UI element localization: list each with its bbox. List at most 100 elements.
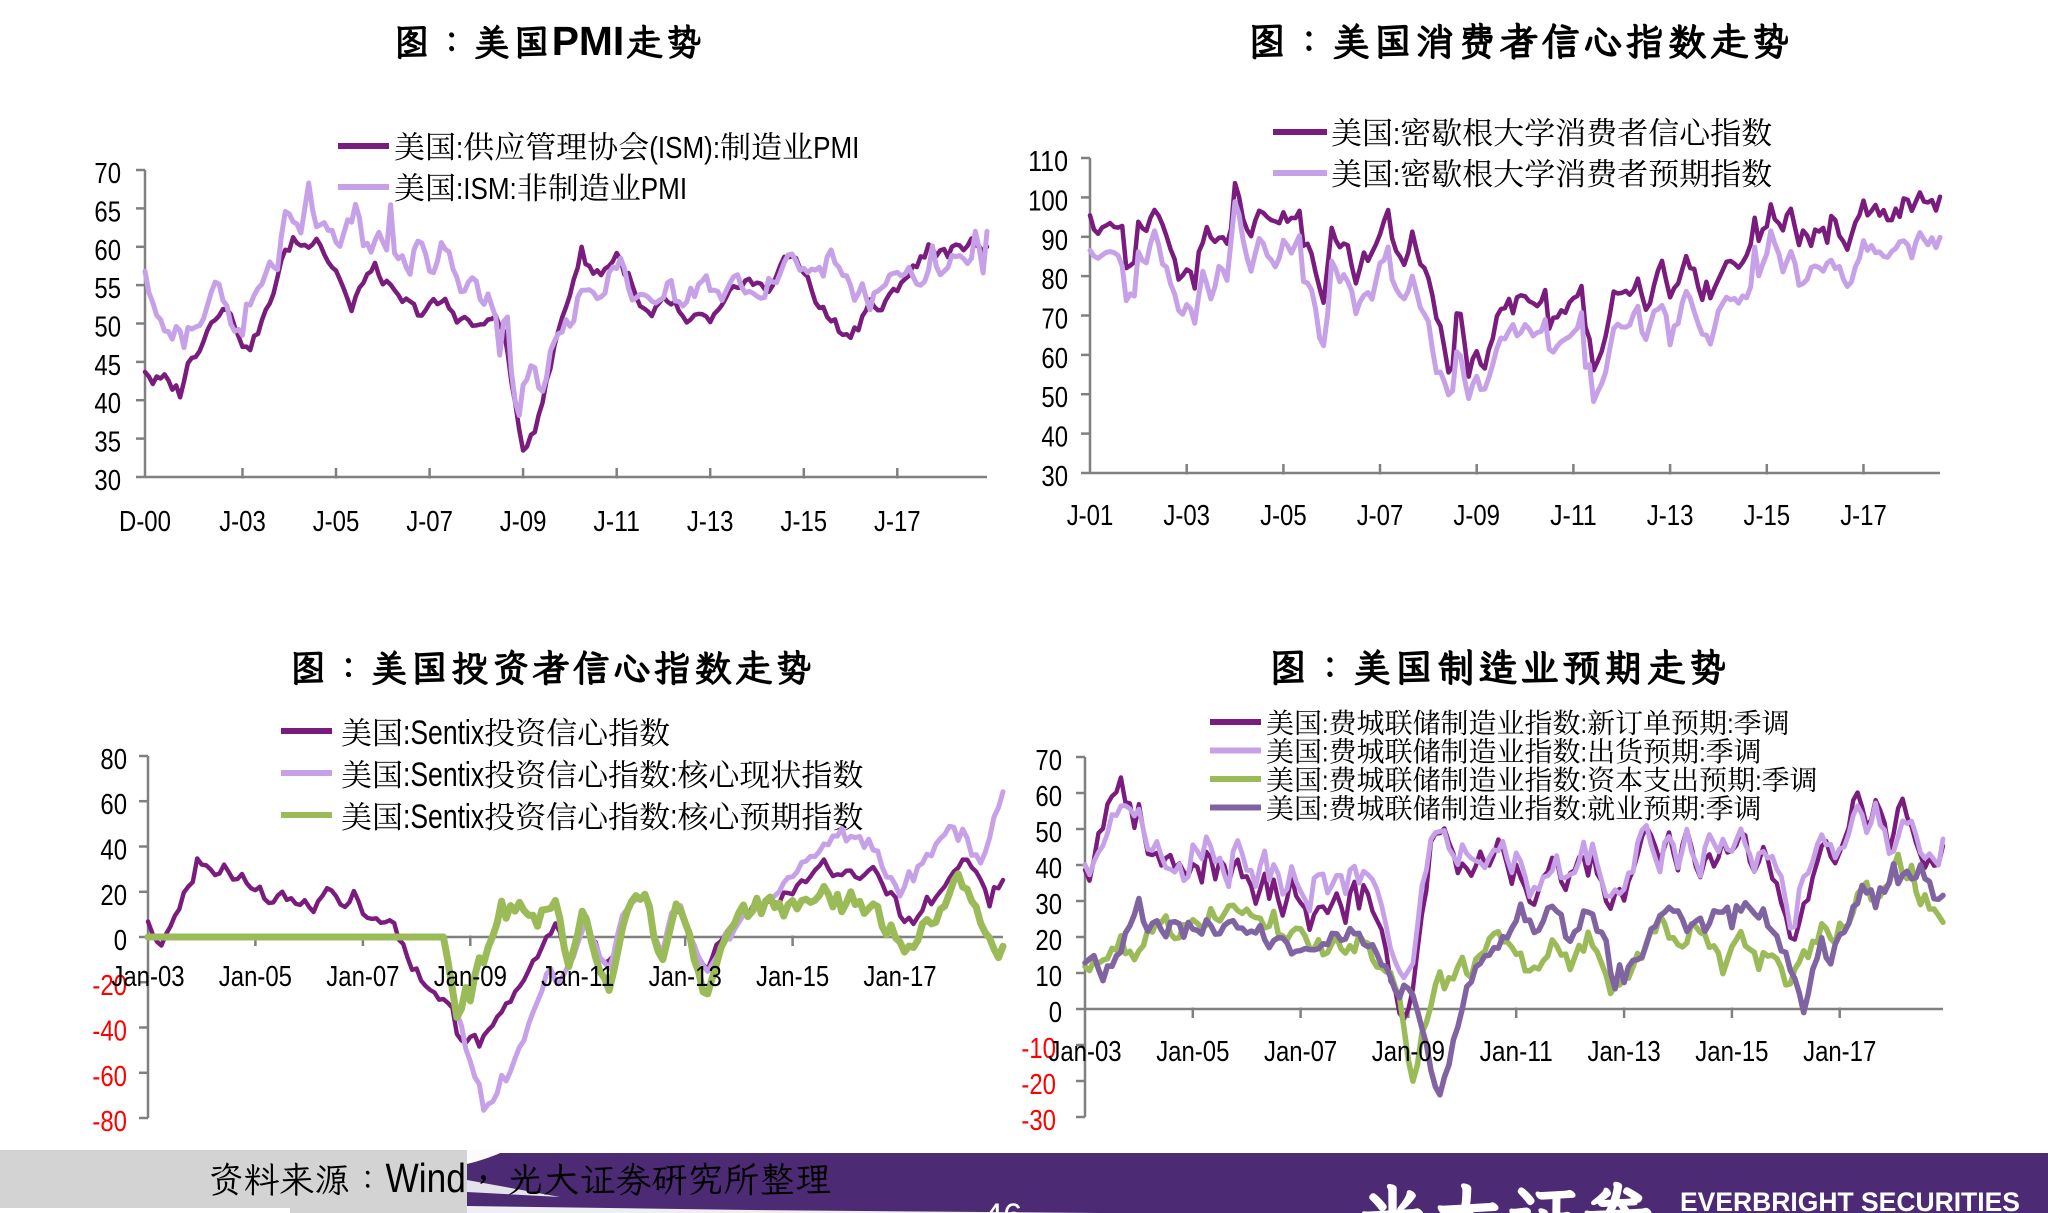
svg-text:Jan-09: Jan-09 — [434, 961, 507, 993]
svg-text::Sentix: :Sentix — [403, 756, 484, 794]
svg-text:-60: -60 — [92, 1061, 127, 1093]
svg-text::: : — [670, 756, 677, 794]
svg-text:70: 70 — [94, 158, 121, 190]
svg-text::Sentix: :Sentix — [403, 714, 484, 752]
svg-text:20: 20 — [1035, 925, 1062, 957]
svg-text:PMI: PMI — [641, 171, 687, 206]
svg-text:-20: -20 — [92, 970, 127, 1002]
svg-text:30: 30 — [94, 465, 121, 497]
svg-text:J-05: J-05 — [1260, 500, 1307, 532]
svg-text:Jan-07: Jan-07 — [1264, 1036, 1337, 1068]
svg-text::: : — [1699, 794, 1706, 825]
svg-text:55: 55 — [94, 273, 121, 305]
svg-text:J-07: J-07 — [406, 506, 453, 538]
svg-text::: : — [670, 798, 677, 836]
svg-text:50: 50 — [94, 312, 121, 344]
svg-text:J-17: J-17 — [874, 506, 921, 538]
svg-text::: : — [1581, 765, 1588, 796]
svg-text:J-11: J-11 — [593, 506, 640, 538]
svg-text:45: 45 — [94, 350, 121, 382]
svg-text:60: 60 — [1035, 781, 1062, 813]
svg-text:70: 70 — [1035, 745, 1062, 777]
svg-text:-30: -30 — [1021, 1105, 1056, 1137]
svg-text:J-11: J-11 — [1550, 500, 1597, 532]
svg-text:J-01: J-01 — [1067, 500, 1114, 532]
svg-text:40: 40 — [1035, 853, 1062, 885]
svg-text:(ISM):: (ISM): — [649, 130, 720, 165]
svg-text:J-17: J-17 — [1840, 500, 1887, 532]
svg-text::: : — [1393, 157, 1400, 192]
svg-text:30: 30 — [1035, 889, 1062, 921]
svg-text:J-07: J-07 — [1357, 500, 1404, 532]
svg-text:50: 50 — [1035, 817, 1062, 849]
svg-text:Jan-07: Jan-07 — [326, 961, 399, 993]
svg-text:60: 60 — [100, 789, 127, 821]
svg-text:0: 0 — [1049, 997, 1062, 1029]
svg-text:Jan-03: Jan-03 — [1048, 1036, 1121, 1068]
svg-text:J-03: J-03 — [219, 506, 266, 538]
svg-text:-20: -20 — [1021, 1069, 1056, 1101]
svg-text::: : — [456, 130, 463, 165]
svg-text::: : — [1322, 794, 1329, 825]
svg-text:100: 100 — [1028, 185, 1068, 217]
svg-text:-10: -10 — [1021, 1033, 1056, 1065]
svg-text:J-15: J-15 — [781, 506, 828, 538]
svg-text:80: 80 — [1041, 264, 1068, 296]
svg-text:Jan-09: Jan-09 — [1372, 1036, 1445, 1068]
svg-text:J-03: J-03 — [1163, 500, 1210, 532]
svg-text::ISM:: :ISM: — [456, 171, 517, 206]
svg-text:50: 50 — [1041, 382, 1068, 414]
svg-text:0: 0 — [114, 925, 127, 957]
svg-text:46: 46 — [984, 1197, 1022, 1213]
svg-text::Sentix: :Sentix — [403, 798, 484, 836]
svg-text::: : — [1755, 765, 1762, 796]
svg-text::: : — [1393, 116, 1400, 151]
svg-text:10: 10 — [1035, 961, 1062, 993]
svg-text:Jan-11: Jan-11 — [541, 961, 614, 993]
svg-text:EVERBRIGHT SECURITIES: EVERBRIGHT SECURITIES — [1680, 1187, 2020, 1213]
svg-text:40: 40 — [100, 835, 127, 867]
svg-text:Jan-13: Jan-13 — [649, 961, 722, 993]
svg-text:J-09: J-09 — [500, 506, 547, 538]
svg-text:J-13: J-13 — [687, 506, 734, 538]
svg-text::: : — [1581, 737, 1588, 768]
svg-text:30: 30 — [1041, 461, 1068, 493]
svg-text:Jan-15: Jan-15 — [1695, 1036, 1768, 1068]
svg-text::: : — [1322, 708, 1329, 739]
svg-text:PMI: PMI — [813, 130, 859, 165]
svg-text:Jan-03: Jan-03 — [111, 961, 184, 993]
svg-text:J-05: J-05 — [313, 506, 360, 538]
svg-text:Jan-05: Jan-05 — [1156, 1036, 1229, 1068]
svg-text:Jan-15: Jan-15 — [756, 961, 829, 993]
svg-text:Wind: Wind — [386, 1155, 466, 1201]
svg-text:80: 80 — [100, 744, 127, 776]
svg-text:PMI: PMI — [552, 18, 625, 64]
svg-text::: : — [1322, 765, 1329, 796]
svg-text:40: 40 — [94, 388, 121, 420]
svg-text::: : — [1727, 708, 1734, 739]
svg-text:J-15: J-15 — [1744, 500, 1791, 532]
svg-text:60: 60 — [1041, 343, 1068, 375]
svg-text:20: 20 — [100, 880, 127, 912]
svg-text:35: 35 — [94, 427, 121, 459]
svg-text:70: 70 — [1041, 304, 1068, 336]
svg-text:65: 65 — [94, 196, 121, 228]
svg-text:110: 110 — [1028, 146, 1068, 178]
svg-text::: : — [1581, 708, 1588, 739]
svg-text:40: 40 — [1041, 422, 1068, 454]
svg-text:Jan-17: Jan-17 — [1803, 1036, 1876, 1068]
svg-text:90: 90 — [1041, 225, 1068, 257]
svg-text:Jan-11: Jan-11 — [1480, 1036, 1553, 1068]
svg-text:D-00: D-00 — [119, 506, 171, 538]
svg-text::: : — [1322, 737, 1329, 768]
svg-text:J-09: J-09 — [1453, 500, 1500, 532]
svg-text:Jan-05: Jan-05 — [219, 961, 292, 993]
svg-text:Jan-17: Jan-17 — [863, 961, 936, 993]
svg-text:Jan-13: Jan-13 — [1588, 1036, 1661, 1068]
svg-text::: : — [1699, 737, 1706, 768]
svg-text:-40: -40 — [92, 1016, 127, 1048]
svg-text:-80: -80 — [92, 1106, 127, 1138]
svg-text:60: 60 — [94, 235, 121, 267]
svg-text:J-13: J-13 — [1647, 500, 1694, 532]
svg-text::: : — [1581, 794, 1588, 825]
